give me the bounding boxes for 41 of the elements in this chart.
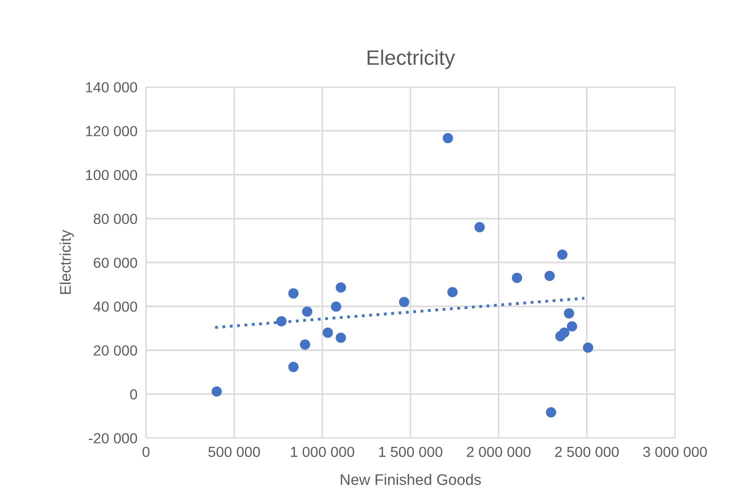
point <box>442 132 454 144</box>
x-tick-label: 1 000 000 <box>291 446 354 458</box>
point <box>322 328 333 338</box>
point <box>557 249 568 260</box>
point <box>447 286 458 298</box>
y-tick-label: 120 000 <box>86 126 138 136</box>
x-tick-label: 2 500 000 <box>555 446 619 458</box>
x-tick-label: 2 000 000 <box>466 446 531 458</box>
point <box>302 306 312 317</box>
point <box>288 362 299 372</box>
y-tick-label: 60 000 <box>94 258 138 268</box>
point <box>582 342 594 353</box>
point <box>566 321 578 332</box>
point <box>212 386 222 397</box>
x-tick-label: 0 <box>142 446 150 458</box>
point <box>544 270 555 282</box>
point <box>300 339 310 350</box>
point <box>474 222 485 232</box>
point <box>330 301 342 312</box>
point <box>564 308 574 319</box>
point <box>336 332 346 343</box>
point <box>559 328 570 338</box>
y-tick-label: -20 000 <box>88 433 138 444</box>
point <box>288 288 299 299</box>
y-axis-title: Electricity <box>60 230 74 294</box>
x-tick-label: 1 500 000 <box>379 446 442 458</box>
y-tick-label: 0 <box>130 389 138 400</box>
y-tick-label: 20 000 <box>94 345 138 356</box>
x-axis-title: New Finished Goods <box>340 474 481 486</box>
point <box>546 407 556 418</box>
y-tick-label: 140 000 <box>86 82 138 92</box>
point <box>399 296 410 308</box>
y-tick-label: 80 000 <box>94 214 138 224</box>
chart-title: Electricity <box>368 50 456 70</box>
y-tick-label: 40 000 <box>93 301 138 312</box>
y-tick-label: 100 000 <box>86 170 138 180</box>
x-tick-label: 3 000 000 <box>643 446 707 458</box>
point <box>276 316 287 326</box>
point <box>336 282 346 293</box>
point <box>512 272 522 284</box>
x-tick-label: 500 000 <box>208 446 260 458</box>
